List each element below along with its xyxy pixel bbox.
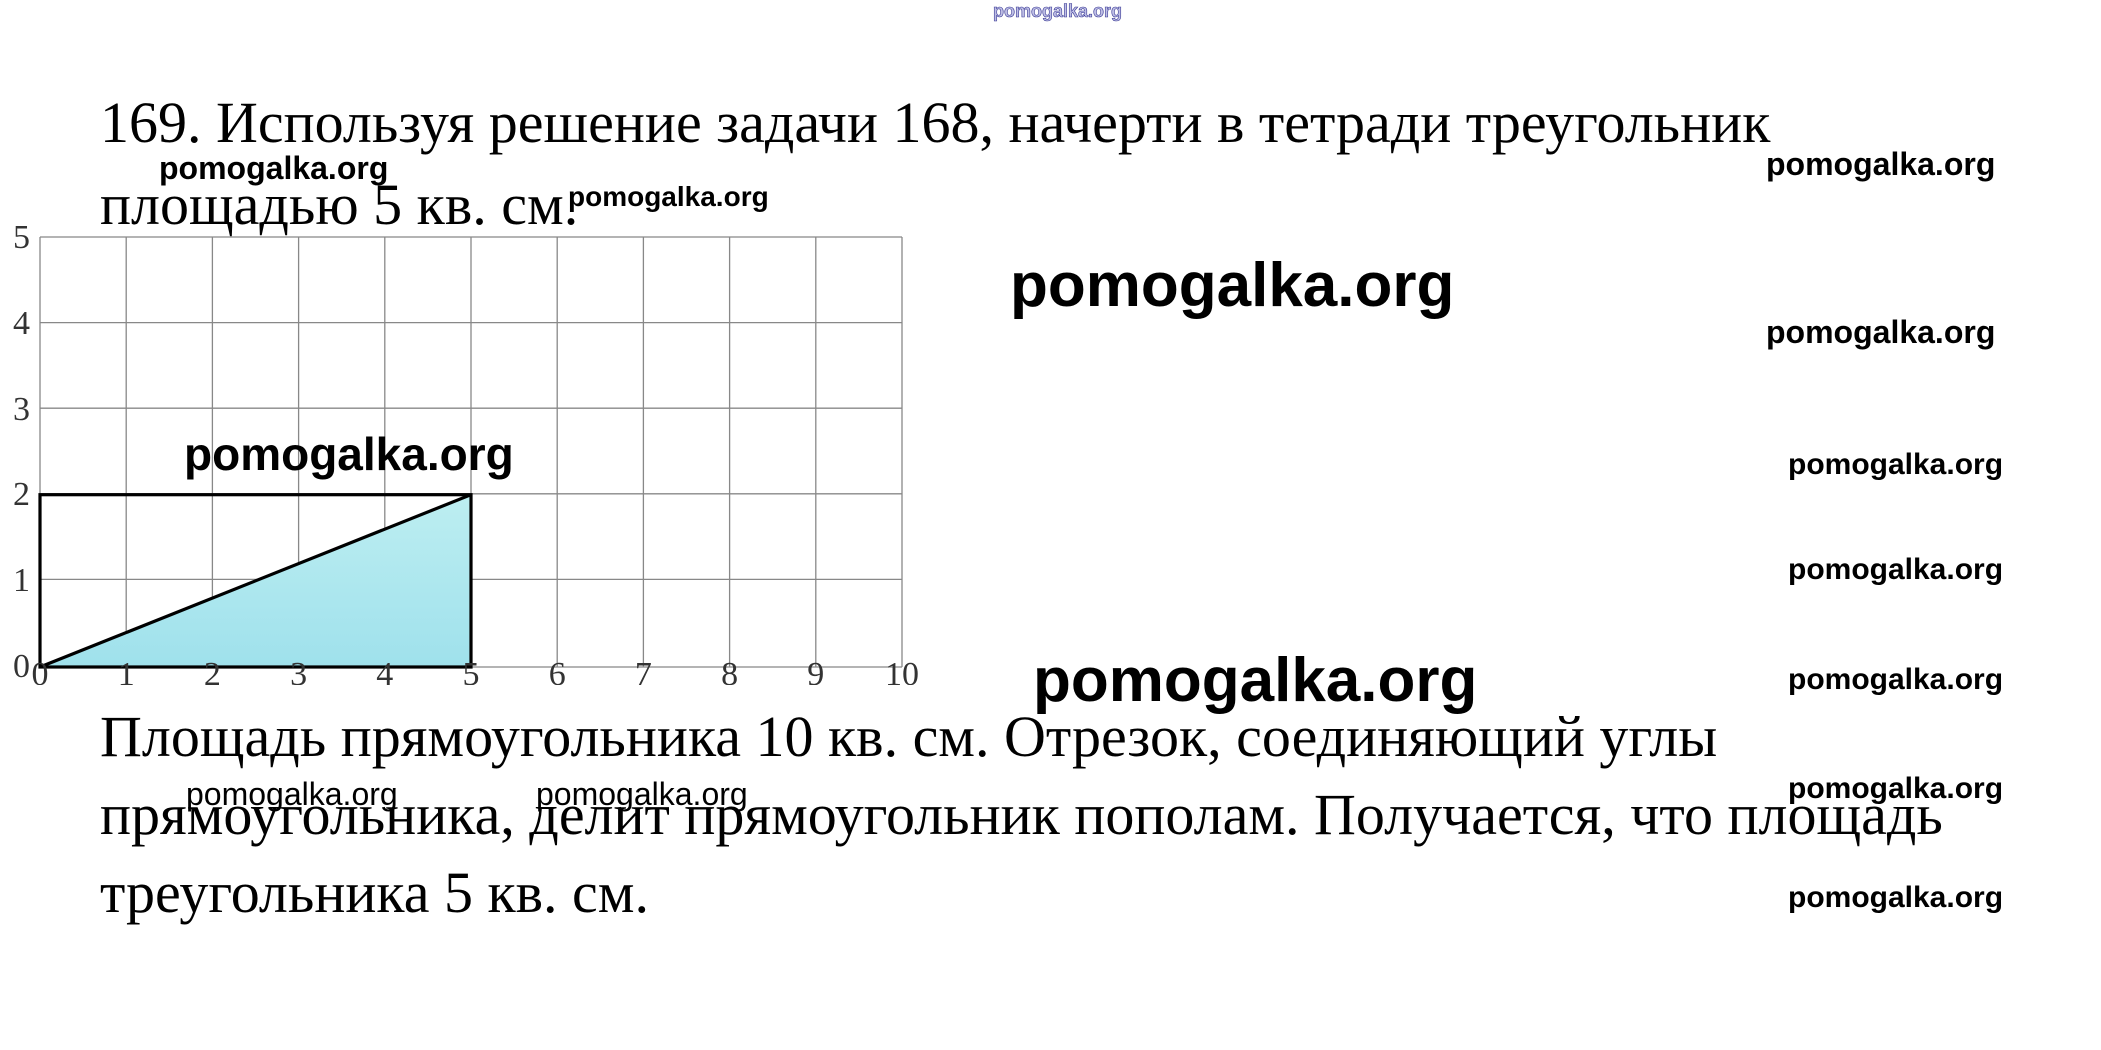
svg-text:1: 1 [13,562,30,599]
svg-text:3: 3 [13,391,30,428]
svg-text:0: 0 [13,648,30,685]
svg-text:9: 9 [807,656,824,685]
svg-text:0: 0 [32,656,49,685]
svg-text:2: 2 [204,656,221,685]
svg-text:3: 3 [290,656,307,685]
svg-text:1: 1 [118,656,135,685]
svg-text:10: 10 [885,656,919,685]
svg-text:4: 4 [13,305,30,342]
svg-text:4: 4 [376,656,393,685]
svg-text:5: 5 [13,225,30,256]
svg-text:7: 7 [635,656,652,685]
svg-text:5: 5 [463,656,480,685]
svg-text:8: 8 [721,656,738,685]
svg-text:2: 2 [13,476,30,513]
svg-text:6: 6 [549,656,566,685]
